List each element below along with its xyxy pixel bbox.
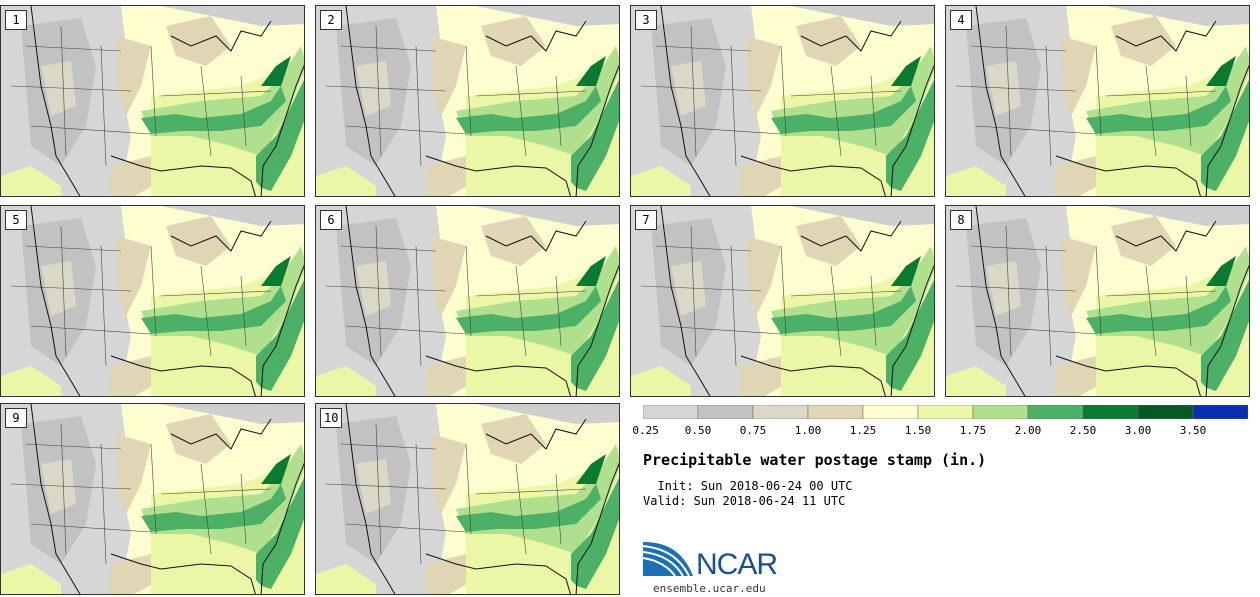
- site-url[interactable]: ensemble.ucar.edu: [653, 582, 766, 595]
- ncar-logo-icon: [643, 542, 693, 577]
- postage-stamp-panel: 5: [0, 205, 305, 397]
- postage-stamp-panel: 1: [0, 5, 305, 197]
- member-label: 1: [5, 10, 27, 30]
- member-label: 9: [5, 408, 27, 428]
- colorbar-segment: [862, 405, 919, 419]
- colorbar-segment: [1082, 405, 1139, 419]
- pw-map: [1, 404, 304, 594]
- pw-map: [316, 404, 619, 594]
- colorbar-segment: [807, 405, 864, 419]
- member-label: 6: [320, 210, 342, 230]
- valid-time: Valid: Sun 2018-06-24 11 UTC: [643, 494, 846, 508]
- colorbar-tick-label: 1.25: [849, 424, 877, 437]
- pw-map: [946, 206, 1249, 396]
- postage-stamp-panel: 2: [315, 5, 620, 197]
- postage-stamp-panel: 4: [945, 5, 1250, 197]
- pw-map: [1, 6, 304, 196]
- logo-name: NCAR: [696, 548, 778, 581]
- member-label: 10: [320, 408, 343, 428]
- colorbar-segment: [643, 405, 699, 419]
- chart-title: Precipitable water postage stamp (in.): [643, 451, 987, 469]
- colorbar-segment: [697, 405, 754, 419]
- member-label: 4: [950, 10, 972, 30]
- colorbar-tick-label: 2.50: [1069, 424, 1097, 437]
- member-label: 8: [950, 210, 972, 230]
- postage-stamp-panel: 3: [630, 5, 935, 197]
- colorbar-segment: [917, 405, 974, 419]
- postage-stamp-panel: 7: [630, 205, 935, 397]
- colorbar-segment: [752, 405, 809, 419]
- colorbar-tick-label: 1.00: [794, 424, 822, 437]
- postage-stamp-panel: 8: [945, 205, 1250, 397]
- pw-map: [631, 6, 934, 196]
- colorbar-segment: [972, 405, 1029, 419]
- pw-map: [1, 206, 304, 396]
- member-label: 5: [5, 210, 27, 230]
- colorbar-tick-label: 1.50: [904, 424, 932, 437]
- pw-map: [631, 206, 934, 396]
- colorbar-tick-label: 2.00: [1014, 424, 1042, 437]
- pw-map: [946, 6, 1249, 196]
- member-label: 7: [635, 210, 657, 230]
- colorbar-segment: [1192, 405, 1248, 419]
- colorbar-segment: [1027, 405, 1084, 419]
- init-time: Init: Sun 2018-06-24 00 UTC: [643, 479, 853, 493]
- colorbar: [643, 405, 1248, 419]
- colorbar-tick-label: 0.75: [739, 424, 767, 437]
- colorbar-tick-label: 1.75: [959, 424, 987, 437]
- colorbar-tick-label: 0.25: [632, 424, 659, 437]
- colorbar-segment: [1137, 405, 1194, 419]
- colorbar-tick-label: 3.00: [1124, 424, 1152, 437]
- pw-map: [316, 6, 619, 196]
- colorbar-tick-label: 3.50: [1179, 424, 1207, 437]
- member-label: 2: [320, 10, 342, 30]
- pw-map: [316, 206, 619, 396]
- postage-stamp-panel: 9: [0, 403, 305, 595]
- postage-stamp-panel: 10: [315, 403, 620, 595]
- member-label: 3: [635, 10, 657, 30]
- colorbar-tick-label: 0.50: [684, 424, 712, 437]
- postage-stamp-panel: 6: [315, 205, 620, 397]
